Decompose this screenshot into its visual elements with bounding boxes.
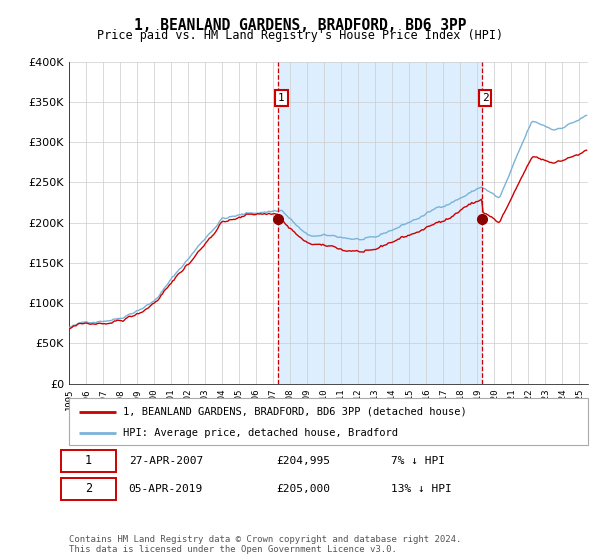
Text: 13% ↓ HPI: 13% ↓ HPI xyxy=(391,484,452,494)
Text: 1: 1 xyxy=(85,454,92,468)
FancyBboxPatch shape xyxy=(61,450,116,472)
Text: 7% ↓ HPI: 7% ↓ HPI xyxy=(391,456,445,466)
Text: Price paid vs. HM Land Registry's House Price Index (HPI): Price paid vs. HM Land Registry's House … xyxy=(97,29,503,42)
Text: Contains HM Land Registry data © Crown copyright and database right 2024.
This d: Contains HM Land Registry data © Crown c… xyxy=(69,535,461,554)
Text: £204,995: £204,995 xyxy=(277,456,331,466)
Text: £205,000: £205,000 xyxy=(277,484,331,494)
Text: 1, BEANLAND GARDENS, BRADFORD, BD6 3PP (detached house): 1, BEANLAND GARDENS, BRADFORD, BD6 3PP (… xyxy=(124,407,467,417)
Text: 2: 2 xyxy=(85,482,92,496)
Text: 2: 2 xyxy=(482,93,488,103)
Text: 05-APR-2019: 05-APR-2019 xyxy=(128,484,203,494)
FancyBboxPatch shape xyxy=(61,478,116,500)
Text: 1, BEANLAND GARDENS, BRADFORD, BD6 3PP: 1, BEANLAND GARDENS, BRADFORD, BD6 3PP xyxy=(134,18,466,34)
Text: 1: 1 xyxy=(278,93,285,103)
FancyBboxPatch shape xyxy=(69,398,588,445)
Text: HPI: Average price, detached house, Bradford: HPI: Average price, detached house, Brad… xyxy=(124,428,398,438)
Text: 27-APR-2007: 27-APR-2007 xyxy=(128,456,203,466)
Bar xyxy=(278,62,482,384)
